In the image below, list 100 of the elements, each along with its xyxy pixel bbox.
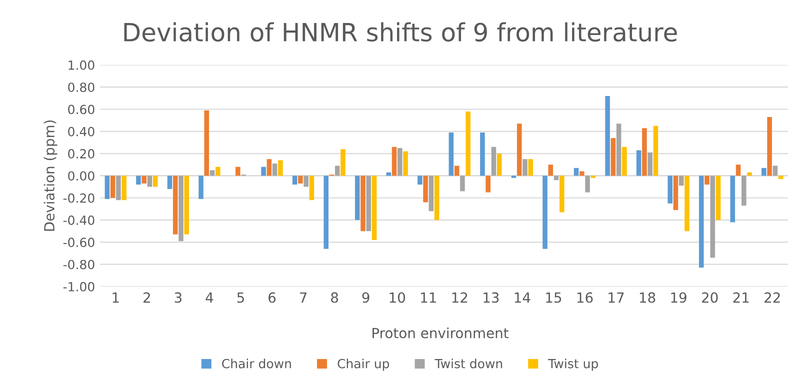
bar	[678, 176, 684, 186]
bar	[298, 176, 303, 184]
bar	[354, 176, 360, 220]
bar	[622, 146, 627, 176]
bar	[116, 176, 121, 200]
x-tick-label: 22	[764, 292, 780, 303]
bar	[340, 149, 346, 176]
x-tick-label: 20	[702, 292, 718, 303]
bar	[198, 176, 204, 199]
bar	[653, 126, 658, 176]
x-axis-title: Proton environment	[372, 328, 508, 338]
bar	[736, 164, 741, 176]
x-tick-label: 6	[268, 292, 276, 303]
y-tick-label: 0.80	[68, 82, 94, 92]
bar	[278, 160, 283, 176]
bar	[747, 172, 752, 176]
bar	[366, 176, 372, 232]
x-tick-label: 5	[237, 292, 244, 303]
bar	[642, 128, 647, 176]
x-tick-label: 19	[671, 292, 686, 303]
x-tick-label: 10	[390, 292, 406, 303]
bar	[528, 159, 534, 176]
bar	[516, 124, 522, 176]
bar	[122, 176, 126, 200]
x-tick-label: 16	[577, 292, 593, 303]
bar	[542, 176, 548, 249]
bar	[392, 146, 397, 176]
x-tick-label: 7	[300, 292, 307, 303]
bar	[460, 176, 465, 192]
bar	[762, 168, 766, 176]
bar	[136, 176, 141, 185]
x-tick-label: 1	[112, 292, 119, 303]
bar	[266, 159, 272, 176]
bar	[104, 176, 110, 199]
bar	[216, 166, 220, 176]
bar	[454, 166, 460, 176]
bar	[610, 138, 616, 176]
bar	[334, 166, 340, 176]
bar	[605, 96, 610, 176]
bar	[730, 176, 736, 222]
x-tick-label: 2	[144, 292, 150, 303]
y-tick-label: -0.20	[63, 193, 94, 203]
bar	[398, 148, 402, 176]
bar	[292, 176, 298, 185]
bar	[423, 176, 428, 202]
bar	[309, 176, 314, 200]
y-tick-label: 0.60	[68, 104, 94, 114]
bar	[261, 166, 266, 176]
bar	[178, 176, 184, 242]
bar	[698, 176, 704, 268]
bar	[403, 151, 408, 176]
chart-title: Deviation of HNMR shifts of 9 from literature	[124, 22, 677, 42]
bar	[360, 176, 366, 232]
bar	[172, 176, 178, 234]
bar	[204, 110, 210, 176]
bar	[704, 176, 710, 185]
x-tick-label: 4	[206, 292, 214, 303]
legend-label: Chair up	[338, 358, 390, 371]
bar	[548, 164, 554, 176]
bar	[778, 176, 784, 180]
bar	[147, 176, 152, 187]
bar	[616, 124, 622, 176]
y-tick-label: -0.80	[63, 260, 94, 270]
bar	[142, 176, 146, 184]
bar	[668, 176, 672, 204]
bar	[580, 171, 584, 176]
bar	[742, 176, 746, 206]
x-tick-label: 8	[331, 292, 338, 303]
x-tick-label: 18	[640, 292, 656, 303]
bar	[772, 166, 778, 176]
bar	[710, 176, 716, 258]
y-tick-label: 1.00	[68, 60, 94, 70]
bar	[486, 176, 490, 192]
bar	[372, 176, 377, 240]
bar	[434, 176, 440, 220]
bar	[466, 111, 470, 176]
bar	[491, 146, 496, 176]
bar	[480, 132, 485, 176]
x-tick-label: 3	[174, 292, 182, 303]
legend-label: Twist up	[548, 358, 598, 371]
bar	[673, 176, 678, 210]
bar	[636, 150, 642, 176]
bar	[574, 168, 579, 176]
bar	[152, 176, 158, 187]
legend-label: Chair down	[222, 358, 291, 368]
bar	[648, 152, 652, 176]
bar	[324, 176, 328, 249]
bar	[554, 176, 559, 180]
bar	[767, 117, 772, 176]
bar	[167, 176, 172, 190]
bar	[272, 164, 278, 176]
y-tick-label: -0.40	[63, 216, 94, 225]
bar	[496, 154, 502, 176]
y-tick-label: -1.00	[63, 282, 94, 292]
bar	[184, 176, 190, 234]
y-tick-label: 0.20	[68, 149, 94, 158]
bar	[110, 176, 116, 198]
bar	[585, 176, 590, 192]
x-tick-label: 15	[546, 292, 562, 303]
x-tick-label: 11	[421, 292, 436, 303]
